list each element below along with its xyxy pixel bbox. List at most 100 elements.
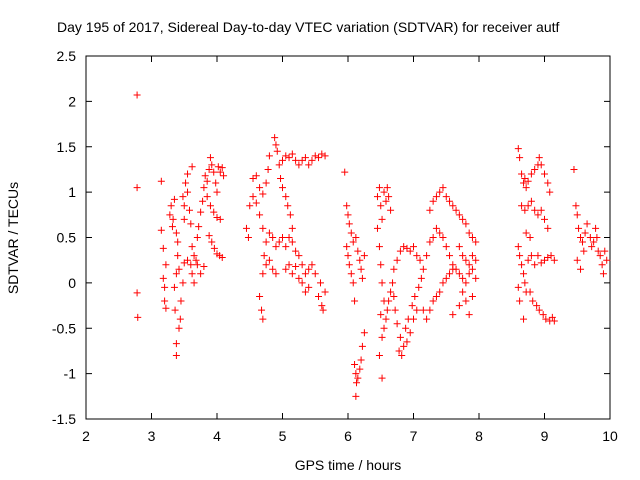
data-point <box>282 243 290 251</box>
data-point <box>462 256 470 264</box>
data-point <box>459 274 467 282</box>
data-point <box>282 193 290 201</box>
data-point <box>133 184 141 192</box>
data-point <box>184 170 192 178</box>
data-point <box>172 270 180 278</box>
data-point <box>581 229 589 237</box>
data-point <box>305 283 313 291</box>
data-point <box>275 238 283 246</box>
data-point <box>586 234 594 241</box>
data-point <box>598 261 606 269</box>
data-point <box>358 342 366 350</box>
data-point <box>573 256 581 264</box>
data-point <box>345 261 353 269</box>
data-point <box>176 315 184 323</box>
data-point <box>288 270 296 278</box>
data-point <box>534 211 542 219</box>
data-point <box>295 161 303 169</box>
data-point <box>601 247 609 255</box>
data-point <box>157 177 165 185</box>
data-point <box>472 274 480 282</box>
data-point <box>413 306 421 314</box>
y-tick-label: 1 <box>68 184 76 200</box>
data-point <box>578 238 586 246</box>
data-point <box>292 156 300 164</box>
data-point <box>516 154 524 162</box>
data-point <box>455 243 463 251</box>
data-point <box>400 243 408 251</box>
data-point <box>203 193 211 201</box>
scatter-points <box>133 91 611 400</box>
data-point <box>527 197 535 205</box>
data-point <box>182 179 190 187</box>
data-point <box>279 184 286 192</box>
data-point <box>544 253 552 261</box>
data-point <box>347 229 355 237</box>
data-point <box>592 224 600 232</box>
data-point <box>193 234 201 241</box>
x-tick-label: 9 <box>541 428 549 444</box>
data-point <box>275 161 283 169</box>
data-point <box>472 238 480 246</box>
x-tick-label: 2 <box>82 428 90 444</box>
data-point <box>168 223 176 231</box>
data-point <box>465 311 473 319</box>
data-point <box>259 190 267 198</box>
y-tick-label: -1 <box>64 366 77 382</box>
data-point <box>459 252 467 260</box>
data-point <box>541 215 548 223</box>
data-point <box>432 224 440 232</box>
data-point <box>271 134 279 142</box>
data-point <box>575 224 583 232</box>
x-axis-label: GPS time / hours <box>295 457 402 473</box>
x-tick-label: 10 <box>602 428 618 444</box>
y-tick-label: 0.5 <box>57 230 77 246</box>
data-point <box>429 197 437 205</box>
data-point <box>252 199 260 207</box>
data-point <box>172 351 180 359</box>
data-point <box>436 288 444 296</box>
data-point <box>208 238 216 246</box>
data-point <box>577 265 585 273</box>
data-point <box>432 292 440 300</box>
data-point <box>179 279 187 287</box>
data-point <box>531 165 539 173</box>
x-tick-label: 4 <box>213 428 221 444</box>
data-point <box>426 206 434 214</box>
data-point <box>285 234 293 241</box>
data-point <box>260 252 268 260</box>
data-point <box>387 288 395 296</box>
data-point <box>256 211 264 219</box>
data-point <box>161 297 169 305</box>
data-point <box>535 154 543 162</box>
data-point <box>521 206 529 214</box>
data-point <box>452 206 460 214</box>
data-point <box>180 202 188 210</box>
data-point <box>537 206 545 214</box>
data-point <box>282 152 290 160</box>
data-point <box>356 365 364 373</box>
y-axis: -1.5 -1 -0.5 0 0.5 1 1.5 2 2.5 <box>52 48 610 427</box>
data-point <box>518 202 526 210</box>
data-point <box>172 340 180 348</box>
data-point <box>442 243 450 251</box>
data-point <box>520 270 528 278</box>
data-point <box>524 202 532 210</box>
data-point <box>295 274 303 282</box>
data-point <box>426 238 434 246</box>
data-point <box>535 306 543 314</box>
data-point <box>419 265 427 273</box>
data-point <box>249 193 257 201</box>
data-point <box>344 252 352 260</box>
data-point <box>210 244 218 252</box>
data-point <box>265 229 273 237</box>
data-point <box>521 279 529 287</box>
data-point <box>378 215 386 223</box>
data-point <box>518 170 526 178</box>
data-point <box>244 234 252 241</box>
data-point <box>462 279 470 287</box>
data-point <box>387 206 395 214</box>
data-point <box>133 91 141 99</box>
data-point <box>393 320 401 328</box>
data-point <box>373 224 381 232</box>
